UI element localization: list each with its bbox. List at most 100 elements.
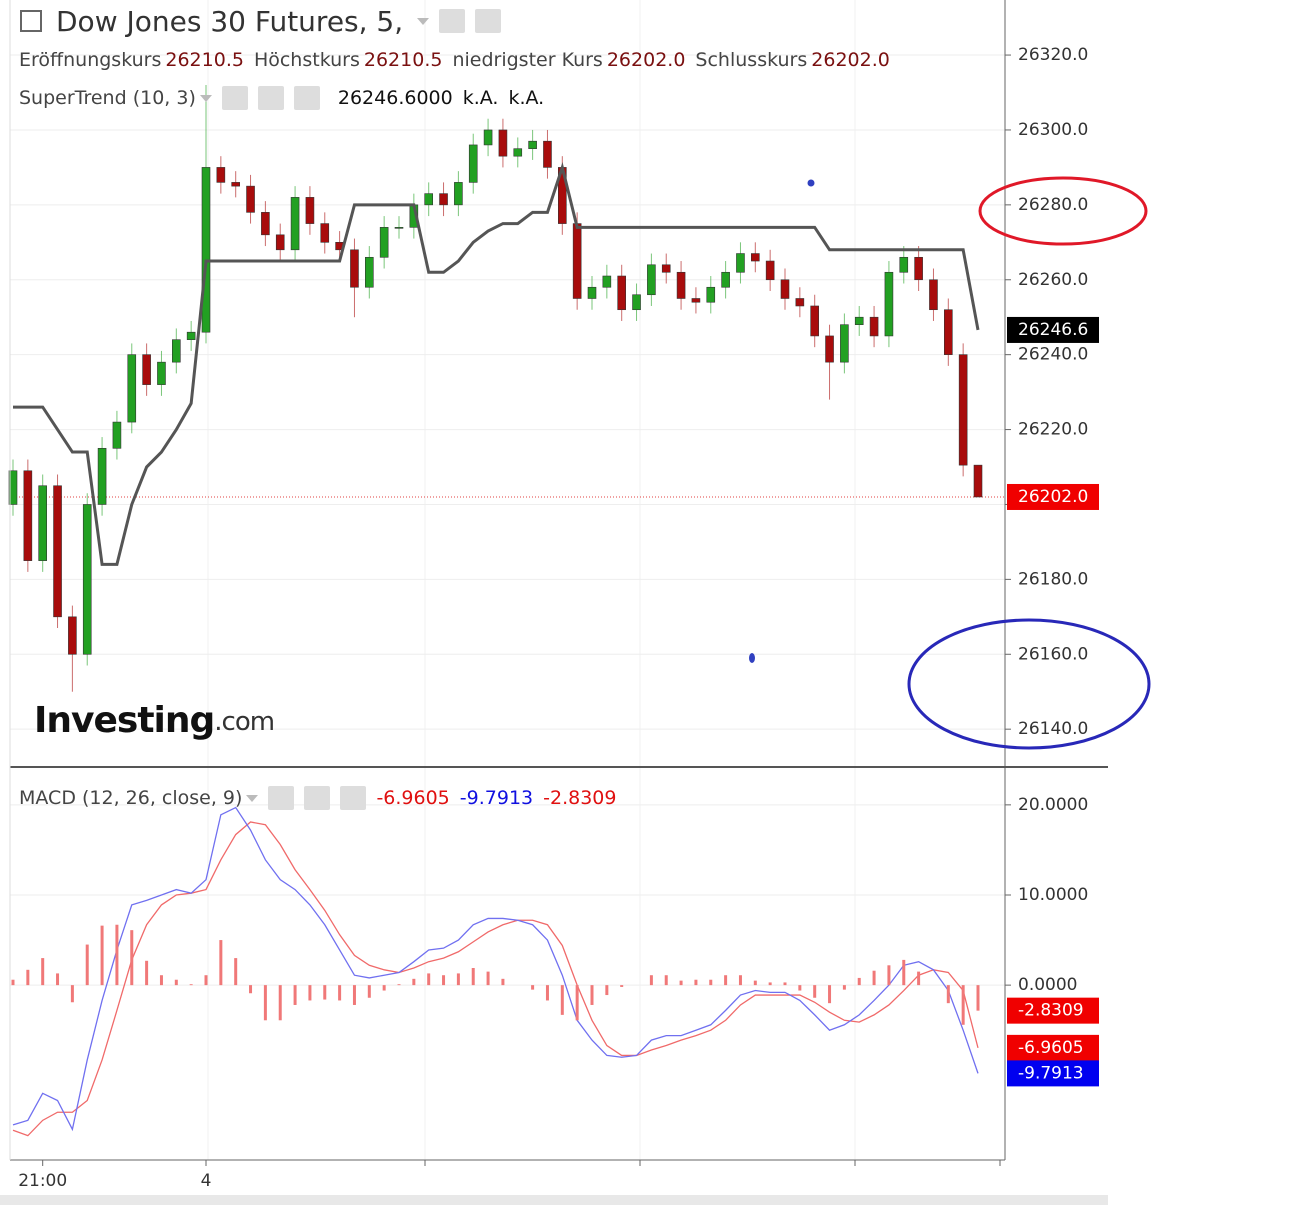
- histogram-bar: [679, 980, 683, 986]
- legend-value: 26210.5: [363, 49, 443, 71]
- histogram-bar: [560, 985, 564, 1015]
- candle-body: [424, 193, 433, 206]
- gear-icon[interactable]: [257, 86, 284, 110]
- collapse-icon[interactable]: [20, 10, 42, 32]
- histogram-bar: [323, 985, 327, 1000]
- candle-body: [275, 234, 285, 251]
- eye-icon[interactable]: [221, 86, 248, 110]
- candle-body: [365, 256, 374, 288]
- indicator-value: k.A.: [508, 87, 545, 109]
- histogram-bar: [531, 985, 535, 990]
- candle-body: [899, 256, 909, 273]
- histogram-bar: [783, 982, 787, 986]
- indicator-name: SuperTrend (10, 3): [19, 87, 196, 109]
- annotation-ellipse: [978, 176, 1148, 246]
- candle-body: [8, 470, 18, 505]
- histogram-bar: [753, 980, 757, 986]
- candle-body: [617, 275, 626, 311]
- dropdown[interactable]: [417, 17, 430, 25]
- histogram-bar: [709, 979, 713, 986]
- gear-icon[interactable]: [475, 9, 502, 33]
- close-icon[interactable]: [340, 786, 367, 810]
- candle-body: [914, 256, 923, 281]
- candle-body: [825, 335, 834, 363]
- histogram-bar: [85, 944, 89, 986]
- y-tick-label: 10.0000: [1018, 885, 1088, 905]
- eye-icon[interactable]: [268, 786, 295, 810]
- supertrend-legend: SuperTrend (10, 3) 26246.6000 k.A. k.A.: [19, 85, 554, 111]
- y-tick-label: 26140.0: [1018, 719, 1088, 739]
- histogram-bar: [917, 971, 921, 986]
- histogram-bar: [352, 985, 356, 1005]
- candle-body: [246, 185, 255, 213]
- histogram-bar: [501, 978, 505, 986]
- histogram-bar: [56, 973, 60, 986]
- candle-body: [483, 129, 493, 146]
- candle-body: [350, 249, 359, 288]
- histogram-bar: [145, 960, 149, 986]
- histogram-bar: [130, 930, 134, 986]
- histogram-bar: [575, 985, 579, 1021]
- histogram-bar: [308, 985, 312, 1001]
- histogram-bar: [278, 985, 282, 1021]
- price-badge-label: 26246.6: [1018, 320, 1088, 340]
- dropdown[interactable]: [246, 794, 259, 802]
- histogram-bar: [605, 985, 609, 996]
- candle-body: [82, 504, 92, 655]
- eye-icon[interactable]: [439, 9, 466, 33]
- histogram-bar: [620, 985, 624, 987]
- watermark-main: Investing: [34, 700, 214, 741]
- candle-body: [68, 616, 77, 655]
- histogram-bar: [872, 970, 876, 986]
- candle-body: [632, 294, 641, 311]
- gear-icon[interactable]: [304, 786, 331, 810]
- candle-body: [513, 148, 523, 157]
- legend-value: -9.7913: [459, 787, 534, 809]
- histogram-bar: [887, 965, 891, 986]
- legend-value: 26202.0: [811, 49, 890, 71]
- histogram-bar: [338, 985, 342, 1001]
- legend-value: -2.8309: [543, 787, 617, 809]
- histogram-bar: [397, 984, 401, 986]
- indicator-value: k.A.: [462, 87, 499, 109]
- candle-body: [290, 197, 300, 251]
- supertrend-line: [13, 162, 980, 566]
- candle-body: [201, 167, 211, 333]
- annotation-dot: [749, 653, 755, 663]
- candle-body: [929, 279, 938, 311]
- y-tick-label: 0.0000: [1018, 975, 1077, 995]
- scrollbar: [0, 1195, 1108, 1205]
- y-tick-label: 26300.0: [1018, 120, 1088, 140]
- y-tick-label: 20.0000: [1018, 795, 1088, 815]
- watermark: Investing.com: [34, 700, 274, 741]
- candle-body: [973, 464, 983, 498]
- candle-body: [721, 271, 730, 288]
- candle-body: [884, 271, 894, 337]
- candle-body: [127, 354, 137, 423]
- legend-label: niedrigster Kurs: [452, 49, 603, 71]
- candle-body: [112, 421, 122, 449]
- dropdown[interactable]: [199, 94, 212, 102]
- ohlc-legend: Eröffnungskurs 26210.5 Höchstkurs 26210.5 ni…: [19, 47, 900, 73]
- histogram-bar: [813, 985, 817, 998]
- histogram-bar: [545, 985, 549, 1001]
- price-badge: [1007, 997, 1099, 1024]
- histogram-bar: [100, 925, 104, 986]
- y-tick-label: 26240.0: [1018, 345, 1088, 365]
- y-tick-label: 26280.0: [1018, 195, 1088, 215]
- candle-body: [53, 485, 62, 618]
- histogram-bar: [41, 958, 45, 986]
- price-badge: [1007, 483, 1099, 510]
- close-icon[interactable]: [293, 86, 320, 110]
- candle-body: [528, 140, 537, 149]
- candle-body: [216, 167, 226, 183]
- candle-body: [958, 354, 968, 466]
- candle-body: [305, 197, 315, 224]
- candle-body: [765, 260, 775, 281]
- histogram-bar: [234, 958, 238, 986]
- candle-body: [157, 361, 166, 385]
- histogram-bar: [768, 982, 772, 986]
- histogram-bar: [590, 985, 594, 1005]
- title-row: Dow Jones 30 Futures, 5,: [20, 4, 511, 38]
